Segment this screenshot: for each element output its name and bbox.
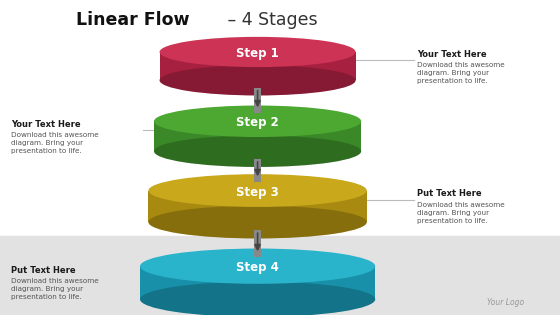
Text: Step 4: Step 4 <box>236 261 279 274</box>
Text: – 4 Stages: – 4 Stages <box>222 11 318 29</box>
Bar <box>154 121 361 151</box>
Bar <box>254 230 261 257</box>
Ellipse shape <box>154 106 361 137</box>
Ellipse shape <box>160 65 356 95</box>
Ellipse shape <box>154 135 361 167</box>
Ellipse shape <box>148 206 367 238</box>
Ellipse shape <box>148 206 367 238</box>
Bar <box>148 191 367 222</box>
Text: Step 3: Step 3 <box>236 186 279 199</box>
Bar <box>0 236 560 315</box>
Text: Put Text Here: Put Text Here <box>11 266 76 274</box>
Ellipse shape <box>160 65 356 95</box>
Bar <box>160 52 356 80</box>
Ellipse shape <box>140 282 375 315</box>
Bar <box>140 266 375 299</box>
Text: Step 1: Step 1 <box>236 47 279 60</box>
Ellipse shape <box>140 249 375 284</box>
Ellipse shape <box>148 174 367 207</box>
Text: Your Logo: Your Logo <box>487 298 524 307</box>
Text: Linear Flow: Linear Flow <box>76 11 189 29</box>
Text: Your Text Here: Your Text Here <box>417 50 487 59</box>
Text: Step 2: Step 2 <box>236 116 279 129</box>
Text: Download this awesome
diagram. Bring your
presentation to life.: Download this awesome diagram. Bring you… <box>417 62 505 84</box>
Text: Put Text Here: Put Text Here <box>417 189 482 198</box>
Text: Your Text Here: Your Text Here <box>11 120 81 129</box>
Ellipse shape <box>154 135 361 167</box>
Bar <box>254 88 261 113</box>
Ellipse shape <box>160 37 356 67</box>
Text: Download this awesome
diagram. Bring your
presentation to life.: Download this awesome diagram. Bring you… <box>11 132 99 154</box>
Text: Download this awesome
diagram. Bring your
presentation to life.: Download this awesome diagram. Bring you… <box>11 278 99 300</box>
Ellipse shape <box>140 282 375 315</box>
Bar <box>254 159 261 182</box>
Text: Download this awesome
diagram. Bring your
presentation to life.: Download this awesome diagram. Bring you… <box>417 202 505 224</box>
